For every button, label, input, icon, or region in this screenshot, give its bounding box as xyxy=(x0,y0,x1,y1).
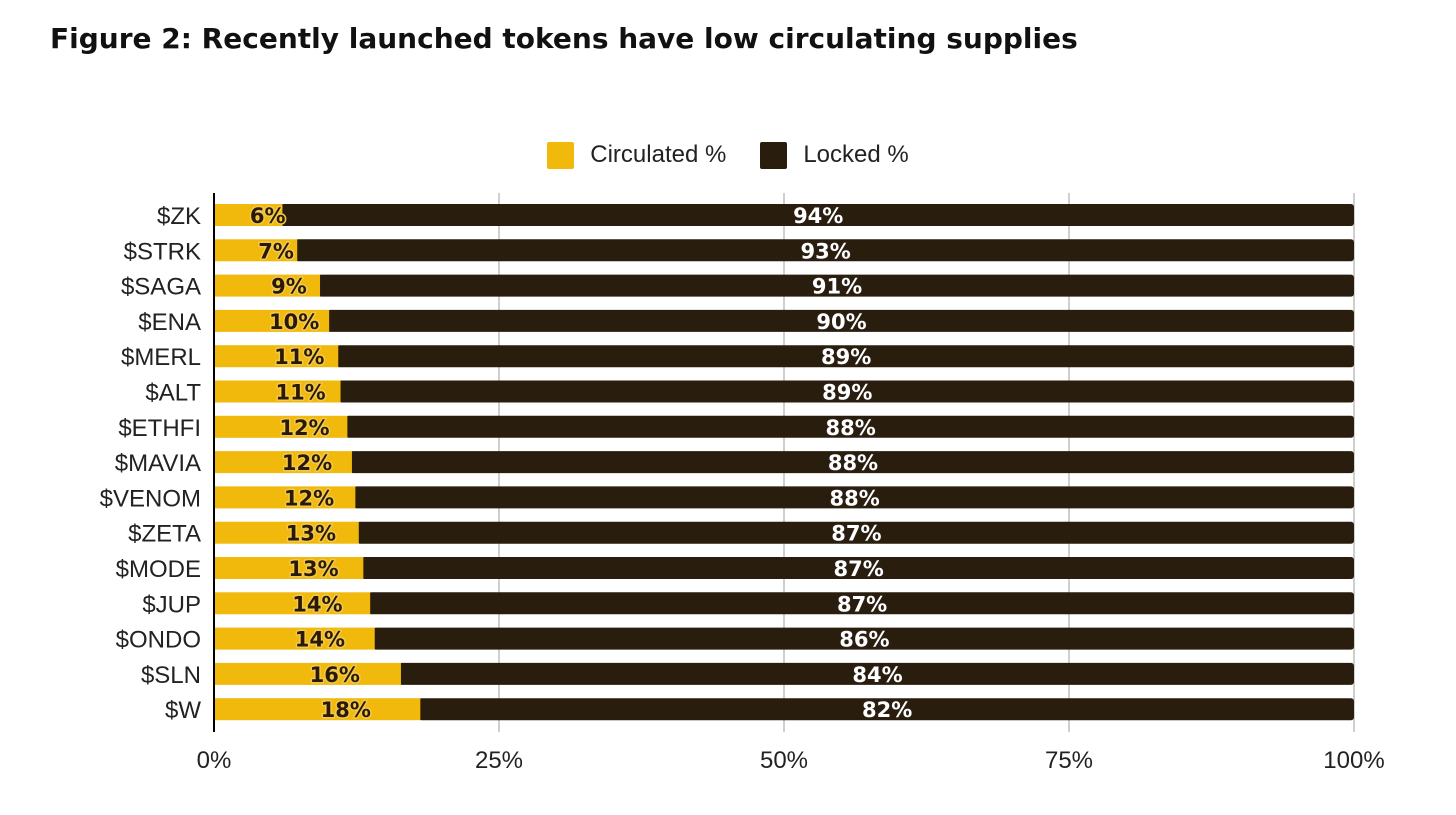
bar-circulated xyxy=(214,662,401,685)
data-label-circulated: 10% xyxy=(269,310,319,334)
bar-circulated xyxy=(214,239,298,262)
labels: 0% 25% 50% 75% 100% $ZK 6% 94% $STRK 7% 93% $SAGA 9%… xyxy=(100,203,1385,775)
bar-circulated xyxy=(214,486,356,509)
data-label-circulated: 7% xyxy=(258,239,294,263)
data-label-locked: 84% xyxy=(852,663,902,687)
category-label: $ETHFI xyxy=(118,415,201,442)
category-label: $ZETA xyxy=(128,521,201,548)
data-label-circulated: 12% xyxy=(284,486,334,510)
legend-label-locked: Locked % xyxy=(803,141,909,168)
category-label: $SLN xyxy=(141,662,201,689)
category-label: $MERL xyxy=(121,344,201,371)
bar-circulated xyxy=(214,451,352,474)
data-label-locked: 93% xyxy=(800,239,850,263)
x-tick-label: 75% xyxy=(1045,747,1093,774)
data-label-circulated: 18% xyxy=(321,698,371,722)
bar-locked xyxy=(295,239,1355,262)
data-label-locked: 88% xyxy=(830,486,880,510)
bar-circulated xyxy=(214,380,341,403)
bar-circulated xyxy=(214,592,371,615)
bar-locked xyxy=(418,698,1355,721)
data-label-circulated: 14% xyxy=(292,592,342,616)
data-label-locked: 82% xyxy=(862,698,912,722)
data-label-locked: 87% xyxy=(837,592,887,616)
bar-locked xyxy=(361,557,1355,579)
chart-legend: Circulated % Locked % xyxy=(0,140,1456,170)
category-label: $JUP xyxy=(142,591,201,618)
category-label: $ENA xyxy=(138,309,201,336)
bar-circulated xyxy=(214,309,330,332)
x-tick-label: 0% xyxy=(197,747,232,774)
bar-circulated xyxy=(214,274,321,297)
category-label: $ONDO xyxy=(116,627,201,654)
category-label: $MAVIA xyxy=(115,450,201,477)
bar-circulated xyxy=(214,698,421,721)
bars xyxy=(214,204,1355,721)
data-label-circulated: 11% xyxy=(274,345,324,369)
bar-circulated xyxy=(214,627,375,650)
category-label: $ZK xyxy=(157,203,201,230)
data-label-circulated: 9% xyxy=(271,275,307,299)
data-label-circulated: 16% xyxy=(310,663,360,687)
category-label: $VENOM xyxy=(100,485,201,512)
bar-locked xyxy=(327,309,1354,332)
data-label-locked: 86% xyxy=(839,628,889,652)
category-label: $STRK xyxy=(124,238,201,265)
legend-item-locked: Locked % xyxy=(760,141,909,169)
bar-locked xyxy=(356,521,1354,544)
data-label-locked: 90% xyxy=(816,310,866,334)
bar-locked xyxy=(336,345,1354,368)
data-label-locked: 89% xyxy=(821,345,871,369)
bar-circulated xyxy=(214,415,348,438)
data-label-circulated: 13% xyxy=(288,557,338,581)
bar-locked xyxy=(318,274,1354,297)
bar-circulated xyxy=(214,204,283,226)
bar-circulated xyxy=(214,521,359,544)
data-label-circulated: 14% xyxy=(295,628,345,652)
legend-item-circulated: Circulated % xyxy=(547,141,726,169)
data-label-circulated: 12% xyxy=(282,451,332,475)
data-label-circulated: 12% xyxy=(279,416,329,440)
category-label: $MODE xyxy=(116,556,201,583)
data-label-circulated: 11% xyxy=(275,381,325,405)
bar-circulated xyxy=(214,557,364,579)
bar-locked xyxy=(338,380,1354,403)
category-label: $ALT xyxy=(145,380,201,407)
bar-circulated xyxy=(214,345,339,368)
x-tick-label: 50% xyxy=(760,747,808,774)
data-label-locked: 91% xyxy=(812,275,862,299)
category-label: $SAGA xyxy=(121,274,201,301)
data-label-locked: 89% xyxy=(822,381,872,405)
data-label-locked: 94% xyxy=(793,204,843,228)
data-label-locked: 88% xyxy=(826,416,876,440)
bar-locked xyxy=(345,415,1354,438)
bar-locked xyxy=(368,592,1354,615)
x-tick-label: 25% xyxy=(475,747,523,774)
x-tick-label: 100% xyxy=(1323,747,1384,774)
bar-locked xyxy=(349,451,1354,474)
category-label: $W xyxy=(165,697,201,724)
bar-locked xyxy=(280,204,1354,226)
legend-swatch-circulated xyxy=(547,141,575,169)
data-label-locked: 87% xyxy=(834,557,884,581)
bar-locked xyxy=(372,627,1354,650)
data-label-locked: 88% xyxy=(828,451,878,475)
bar-locked xyxy=(398,662,1355,685)
data-label-circulated: 6% xyxy=(250,204,286,228)
data-label-circulated: 13% xyxy=(286,522,336,546)
legend-swatch-locked xyxy=(760,141,788,169)
bar-locked xyxy=(353,486,1354,509)
legend-label-circulated: Circulated % xyxy=(590,141,727,168)
data-label-locked: 87% xyxy=(831,522,881,546)
figure-title: Figure 2: Recently launched tokens have … xyxy=(50,22,1078,55)
